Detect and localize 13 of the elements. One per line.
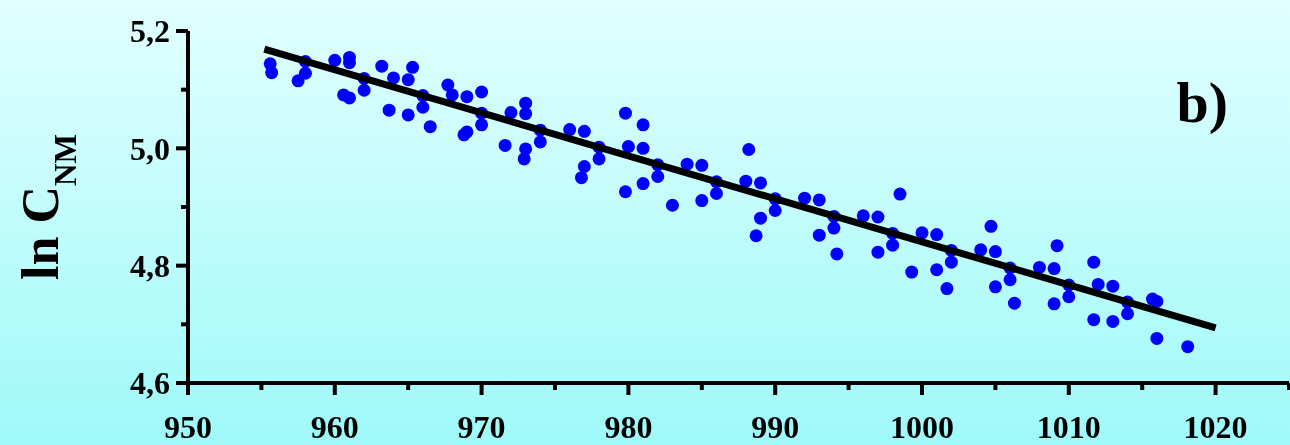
y-tick-label: 4,8 — [130, 247, 170, 284]
x-tick-label: 960 — [310, 409, 359, 445]
x-tick-label: 980 — [604, 409, 653, 445]
x-tick-label: 990 — [751, 409, 800, 445]
y-tick-label: 5,0 — [130, 130, 170, 167]
x-tick-label: 970 — [457, 409, 506, 445]
x-tick-label: 950 — [164, 409, 212, 445]
y-tick-label: 4,6 — [130, 365, 170, 402]
x-tick-label: 1010 — [1036, 409, 1101, 445]
x-tick-label: 1000 — [890, 409, 954, 445]
y-tick-label: 5,2 — [130, 13, 170, 50]
annotation: b) — [1176, 70, 1228, 135]
x-tick-label: 1020 — [1183, 409, 1248, 445]
